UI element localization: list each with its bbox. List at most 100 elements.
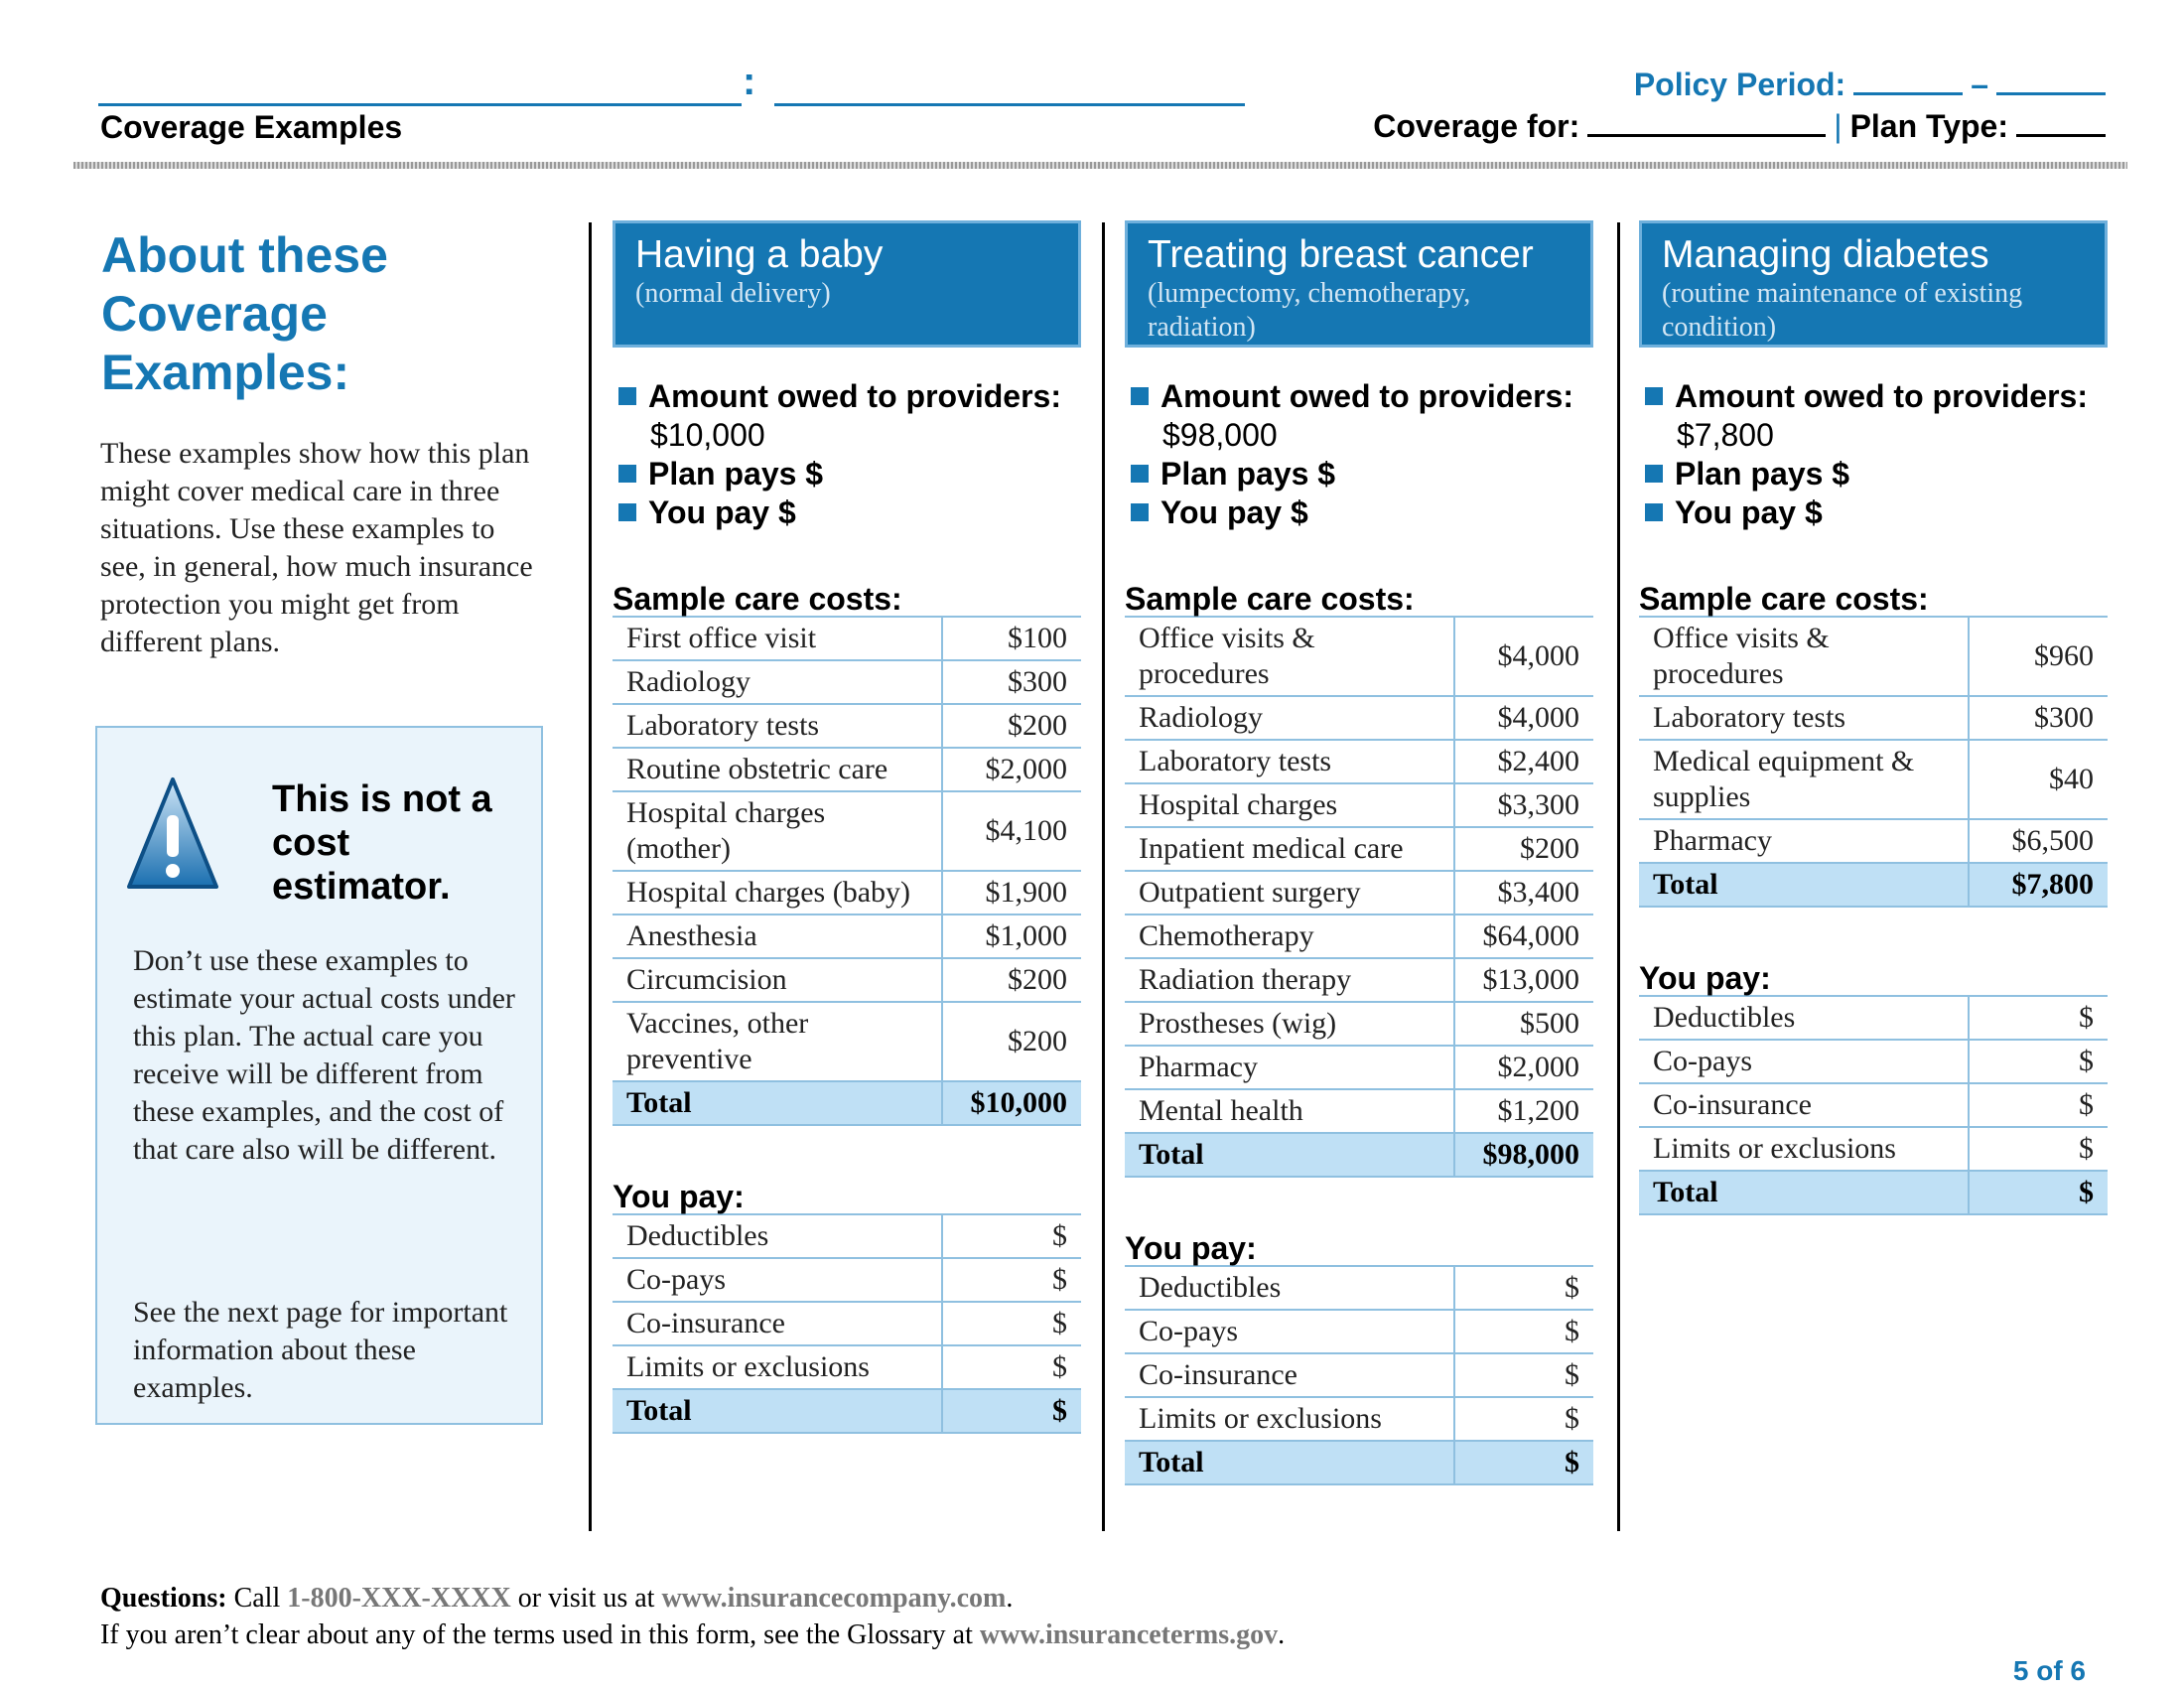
row-amount: $6,500 bbox=[1968, 818, 2108, 864]
row-amount: $ bbox=[1453, 1265, 1593, 1311]
row-label: Laboratory tests bbox=[1125, 739, 1454, 784]
row-amount: $3,300 bbox=[1453, 782, 1593, 828]
row-amount: $1,200 bbox=[1453, 1088, 1593, 1134]
label: Policy Period: bbox=[1633, 67, 1846, 102]
warning-paragraph: See the next page for important informat… bbox=[133, 1296, 508, 1404]
table-row: Co-insurance $ bbox=[1639, 1082, 2108, 1128]
column-divider bbox=[589, 222, 592, 1531]
total-label: Total bbox=[1639, 862, 1969, 908]
cost-table: Deductibles $ Co-pays $ Co-insurance $ Limits … bbox=[613, 1213, 1081, 1434]
row-label: Limits or exclusions bbox=[1639, 1126, 1969, 1172]
summary-item: You pay $ bbox=[1639, 493, 2108, 532]
row-amount: $ bbox=[941, 1257, 1081, 1303]
total-amount: $98,000 bbox=[1453, 1132, 1593, 1178]
total-row: Total $98,000 bbox=[1125, 1132, 1593, 1178]
row-label: Pharmacy bbox=[1639, 818, 1969, 864]
row-amount: $13,000 bbox=[1453, 957, 1593, 1003]
row-amount: $200 bbox=[941, 1001, 1081, 1082]
row-amount: $40 bbox=[1968, 739, 2108, 820]
table-heading: You pay: bbox=[1125, 1230, 1257, 1266]
example-header: Having a baby (normal delivery) bbox=[613, 220, 1081, 348]
table-row: Anesthesia $1,000 bbox=[613, 914, 1081, 959]
url: www.insuranceterms.gov bbox=[979, 1619, 1279, 1650]
row-label: Laboratory tests bbox=[613, 703, 942, 749]
row-amount: $ bbox=[941, 1301, 1081, 1346]
summary: Amount owed to providers: $7,800 Plan pays… bbox=[1639, 377, 2108, 532]
amount-label: Amount owed to providers: bbox=[1675, 378, 2088, 414]
row-label: Chemotherapy bbox=[1125, 914, 1454, 959]
cost-table: Office visits & procedures $4,000 Radiolog… bbox=[1125, 616, 1593, 1178]
summary-item: Amount owed to providers: bbox=[613, 377, 1081, 416]
table-row: Pharmacy $6,500 bbox=[1639, 818, 2108, 864]
row-amount: $4,100 bbox=[941, 790, 1081, 872]
table-body: Deductibles $ Co-pays $ Co-insurance $ Limits … bbox=[1125, 1265, 1593, 1485]
cost-table: Deductibles $ Co-pays $ Co-insurance $ Limits … bbox=[1639, 995, 2108, 1215]
row-label: Inpatient medical care bbox=[1125, 826, 1454, 872]
separator: | bbox=[1834, 108, 1843, 144]
table-row: Chemotherapy $64,000 bbox=[1125, 914, 1593, 959]
row-amount: $4,000 bbox=[1453, 695, 1593, 741]
table-row: Laboratory tests $300 bbox=[1639, 695, 2108, 741]
row-label: Routine obstetric care bbox=[613, 747, 942, 792]
total-row: Total $7,800 bbox=[1639, 862, 2108, 908]
table-body: Office visits & procedures $960 Laboratory… bbox=[1639, 616, 2108, 908]
total-label: Total bbox=[613, 1080, 942, 1126]
table-row: Pharmacy $2,000 bbox=[1125, 1045, 1593, 1090]
summary-item: Plan pays $ bbox=[1125, 455, 1593, 493]
table-heading: Sample care costs: bbox=[1639, 581, 1929, 617]
row-label: Deductibles bbox=[1639, 995, 1969, 1041]
row-amount: $2,000 bbox=[941, 747, 1081, 792]
row-amount: $500 bbox=[1453, 1001, 1593, 1047]
table-row: Deductibles $ bbox=[1639, 995, 2108, 1041]
dash: – bbox=[1971, 67, 1988, 102]
intro: These examples show how this plan might … bbox=[100, 437, 533, 658]
row-amount: $2,400 bbox=[1453, 739, 1593, 784]
table-row: Radiation therapy $13,000 bbox=[1125, 957, 1593, 1003]
summary-item: Amount owed to providers: bbox=[1639, 377, 2108, 416]
total-label: Total bbox=[613, 1388, 942, 1434]
column-divider bbox=[1617, 222, 1620, 1531]
footer-line: Questions: Call 1-800-XXX-XXXX or visit … bbox=[100, 1583, 1013, 1615]
row-amount: $ bbox=[1968, 1082, 2108, 1128]
url: www.insurancecompany.com bbox=[661, 1583, 1007, 1614]
text: If you aren’t clear about any of the ter… bbox=[100, 1619, 973, 1650]
column-divider bbox=[1102, 222, 1105, 1531]
table-row: First office visit $100 bbox=[613, 616, 1081, 661]
total-row: Total $ bbox=[613, 1388, 1081, 1434]
text: Call bbox=[233, 1583, 281, 1614]
row-label: Limits or exclusions bbox=[613, 1344, 942, 1390]
cost-table: Office visits & procedures $960 Laboratory… bbox=[1639, 616, 2108, 908]
total-label: Total bbox=[1125, 1132, 1454, 1178]
table-row: Co-pays $ bbox=[1639, 1039, 2108, 1084]
table-row: Hospital charges (mother) $4,100 bbox=[613, 790, 1081, 872]
row-label: Anesthesia bbox=[613, 914, 942, 959]
row-amount: $100 bbox=[941, 616, 1081, 661]
row-label: Co-pays bbox=[1639, 1039, 1969, 1084]
summary-item: Plan pays $ bbox=[1639, 455, 2108, 493]
example-title: Having a baby bbox=[635, 233, 884, 276]
row-amount: $ bbox=[1453, 1352, 1593, 1398]
table-row: Office visits & procedures $960 bbox=[1639, 616, 2108, 697]
row-amount: $ bbox=[1453, 1309, 1593, 1354]
blank bbox=[1853, 66, 1964, 95]
table-row: Vaccines, other preventive $200 bbox=[613, 1001, 1081, 1082]
table-row: Inpatient medical care $200 bbox=[1125, 826, 1593, 872]
total-amount: $ bbox=[1453, 1440, 1593, 1485]
table-row: Radiology $300 bbox=[613, 659, 1081, 705]
row-label: Radiology bbox=[613, 659, 942, 705]
row-label: Laboratory tests bbox=[1639, 695, 1969, 741]
table-body: First office visit $100 Radiology $300 Labor… bbox=[613, 616, 1081, 1126]
table-row: Medical equipment & supplies $40 bbox=[1639, 739, 2108, 820]
warning-paragraph: Don’t use these examples to estimate you… bbox=[133, 944, 515, 1166]
total-label: Total bbox=[1125, 1440, 1454, 1485]
row-label: Hospital charges (baby) bbox=[613, 870, 942, 915]
page-number: 5 of 6 bbox=[2012, 1655, 2086, 1686]
table-row: Co-insurance $ bbox=[613, 1301, 1081, 1346]
row-amount: $300 bbox=[941, 659, 1081, 705]
amount-label: Amount owed to providers: bbox=[648, 378, 1061, 414]
header-colon: : bbox=[743, 60, 756, 103]
row-label: Radiation therapy bbox=[1125, 957, 1454, 1003]
row-amount: $960 bbox=[1968, 616, 2108, 697]
example-header: Treating breast cancer (lumpectomy, chemo… bbox=[1125, 220, 1593, 348]
row-amount: $200 bbox=[1453, 826, 1593, 872]
